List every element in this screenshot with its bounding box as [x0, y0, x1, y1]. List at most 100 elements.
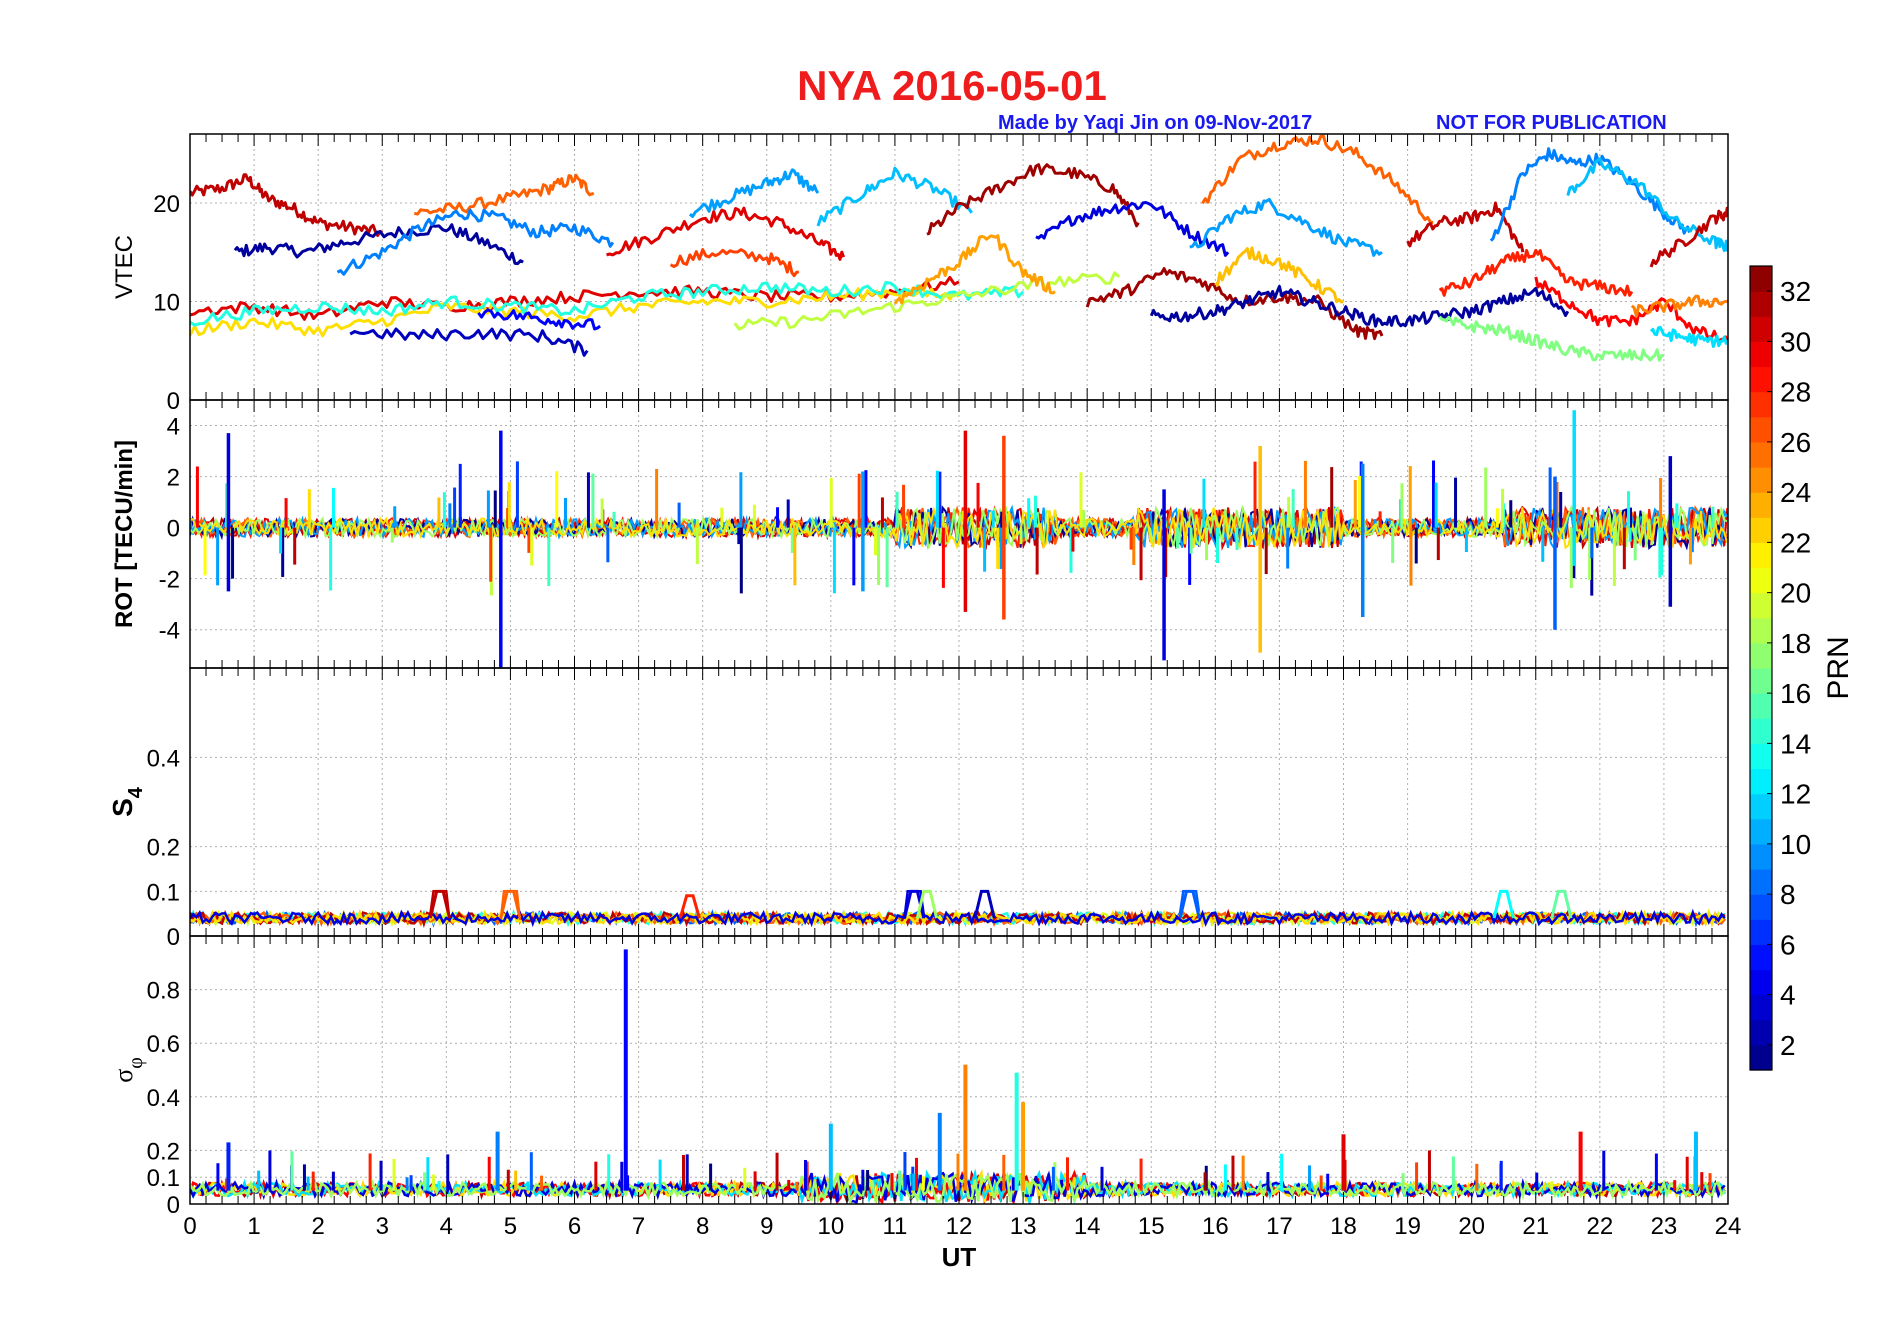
y-tick-label: 10	[153, 289, 180, 316]
y-axis-label: ROT [TECU/min]	[111, 440, 138, 628]
colorbar-tick-label: 24	[1780, 477, 1811, 508]
vtec-series-line	[1630, 294, 1728, 318]
colorbar-band	[1750, 668, 1772, 694]
colorbar-tick-label: 14	[1780, 728, 1811, 759]
colorbar-band	[1750, 843, 1772, 870]
credit-notice: NOT FOR PUBLICATION	[1436, 112, 1667, 134]
colorbar-tick-label: 10	[1780, 829, 1811, 860]
vtec-series-line	[233, 223, 524, 266]
colorbar-band	[1750, 793, 1772, 820]
x-tick-label: 12	[946, 1213, 973, 1240]
colorbar-tick-label: 12	[1780, 779, 1811, 810]
colorbar-band	[1750, 316, 1772, 342]
vtec-series-line	[1214, 246, 1344, 304]
colorbar-band	[1750, 291, 1772, 317]
x-tick-label: 22	[1586, 1213, 1613, 1240]
x-tick-label: 4	[440, 1213, 453, 1240]
colorbar-band	[1750, 1044, 1772, 1071]
panel-data	[190, 410, 1728, 668]
y-tick-label: 0.1	[147, 879, 180, 906]
colorbar-band	[1750, 517, 1772, 543]
colorbar-band	[1750, 768, 1772, 795]
y-tick-label: 0.6	[147, 1031, 180, 1058]
y-tick-label: 0	[167, 1192, 180, 1219]
vtec-series-line	[733, 271, 1121, 331]
colorbar-band	[1750, 391, 1772, 418]
vtec-series-line	[1438, 248, 1634, 297]
colorbar-band	[1750, 366, 1772, 393]
colorbar-band	[1750, 642, 1772, 669]
y-axis-label-sub: 4	[125, 786, 147, 798]
y-axis-label-main: S	[107, 798, 138, 817]
vtec-series-line	[477, 308, 601, 331]
colorbar-band	[1750, 894, 1772, 920]
y-tick-label: 4	[167, 414, 180, 441]
vtec-series-line	[1649, 206, 1728, 268]
colorbar-band	[1750, 617, 1772, 644]
vtec-series-line	[1649, 325, 1728, 349]
vtec-series-line	[1201, 134, 1434, 225]
y-tick-label: 0.8	[147, 978, 180, 1005]
vtec-series-line	[190, 281, 1025, 327]
colorbar-band	[1750, 567, 1772, 594]
y-tick-label: 0.4	[147, 745, 180, 772]
vtec-series-line	[1035, 201, 1230, 257]
x-tick-label: 15	[1138, 1213, 1165, 1240]
x-tick-label: 21	[1522, 1213, 1549, 1240]
panel-3: 00.10.20.4S4	[107, 667, 1729, 951]
x-tick-label: 20	[1458, 1213, 1485, 1240]
x-tick-label: 2	[311, 1213, 324, 1240]
colorbar-band	[1750, 693, 1772, 719]
colorbar-tick-label: 22	[1780, 527, 1811, 558]
colorbar-tick-label: 2	[1780, 1030, 1796, 1061]
y-axis-label-main: σ	[109, 1069, 138, 1083]
colorbar-tick-label: 6	[1780, 929, 1796, 960]
y-axis-label: S4	[107, 786, 147, 817]
colorbar-band	[1750, 1019, 1772, 1046]
credit-author: Made by Yaqi Jin on 09-Nov-2017	[998, 112, 1313, 134]
vtec-series-line	[606, 206, 846, 261]
x-tick-label: 6	[568, 1213, 581, 1240]
vtec-series-line	[190, 275, 960, 321]
colorbar-band	[1750, 743, 1772, 770]
vtec-series-line	[336, 208, 615, 276]
x-tick-label: 24	[1715, 1213, 1742, 1240]
colorbar-tick-label: 30	[1780, 326, 1811, 357]
colorbar-band	[1750, 266, 1772, 292]
vtec-series-line	[190, 173, 383, 237]
panel-2: -4 -2 0 2 4 ROT [TECU/min]	[111, 399, 1729, 669]
y-tick-label: 0.1	[147, 1165, 180, 1192]
y-tick-label: 20	[153, 191, 180, 218]
x-tick-label: 13	[1010, 1213, 1037, 1240]
s4-series-line	[190, 890, 1726, 928]
x-tick-label: 1	[247, 1213, 260, 1240]
y-tick-label: 0.2	[147, 835, 180, 862]
x-tick-label: 16	[1202, 1213, 1229, 1240]
colorbar-band	[1750, 869, 1772, 895]
x-tick-label: 17	[1266, 1213, 1293, 1240]
chart-title: NYA 2016-05-01	[797, 62, 1107, 109]
colorbar-band	[1750, 492, 1772, 518]
x-tick-label: 7	[632, 1213, 645, 1240]
vtec-series-line	[190, 286, 961, 338]
y-tick-label: -2	[159, 567, 180, 594]
y-tick-label: 0.2	[147, 1138, 180, 1165]
vtec-series-line	[1149, 284, 1570, 328]
x-tick-label: 8	[696, 1213, 709, 1240]
s4-bump	[1492, 889, 1515, 919]
x-tick-label: 23	[1651, 1213, 1678, 1240]
colorbar-tick-label: 16	[1780, 678, 1811, 709]
vtec-series-line	[893, 234, 1056, 305]
colorbar-tick-label: 20	[1780, 578, 1811, 609]
colorbar-band	[1750, 416, 1772, 443]
vtec-series-line	[349, 327, 589, 357]
y-tick-label: -4	[159, 618, 180, 645]
y-axis-label-sub: φ	[125, 1057, 147, 1069]
x-tick-label: 10	[817, 1213, 844, 1240]
panel-4: 00.10.2 0.4 0.6 0.8 σφ	[109, 935, 1729, 1219]
x-tick-label: 3	[376, 1213, 389, 1240]
y-axis-label: σφ	[109, 1057, 147, 1083]
colorbar-band	[1750, 441, 1772, 468]
